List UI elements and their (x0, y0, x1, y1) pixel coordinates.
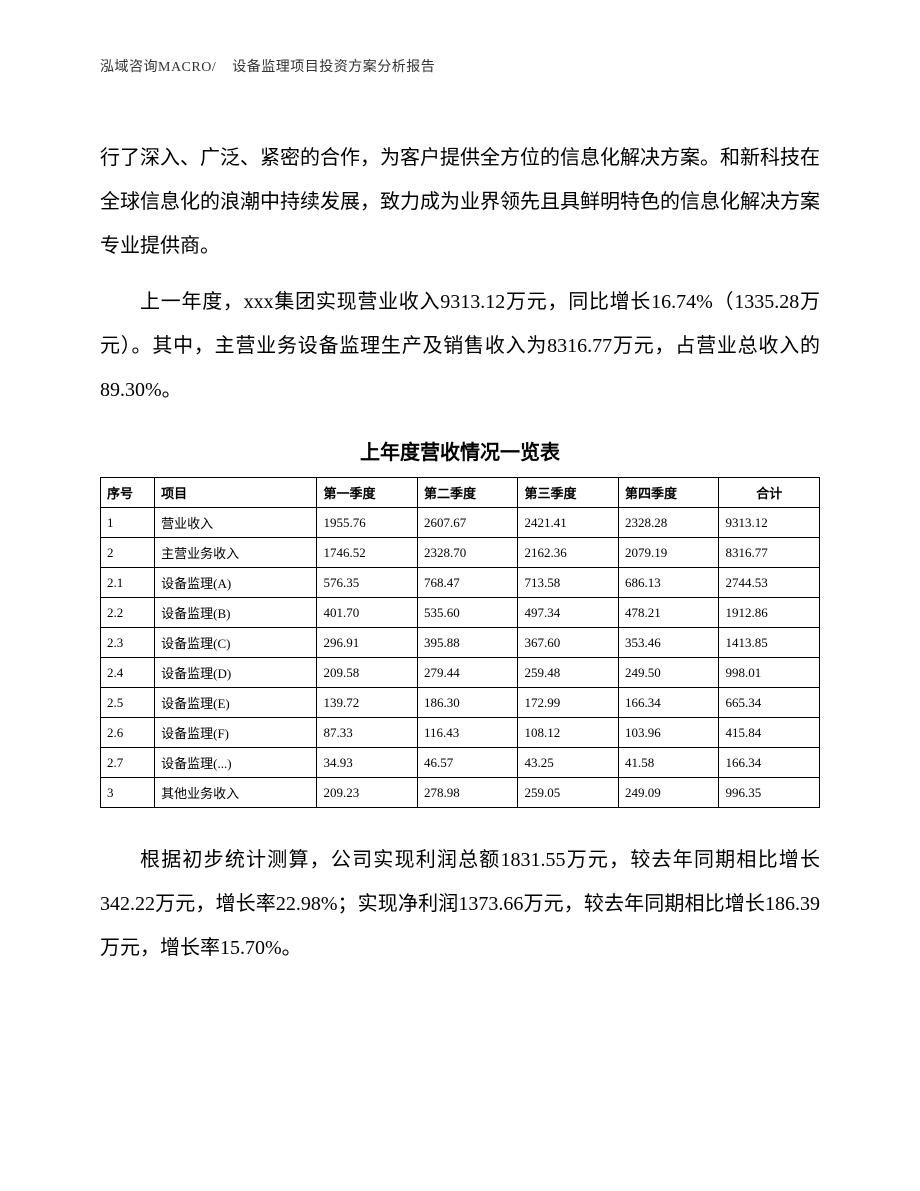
cell-total: 665.34 (719, 688, 820, 718)
cell-total: 1912.86 (719, 598, 820, 628)
cell-total: 8316.77 (719, 538, 820, 568)
table-header-row: 序号 项目 第一季度 第二季度 第三季度 第四季度 合计 (101, 478, 820, 508)
cell-q1: 576.35 (317, 568, 418, 598)
cell-total: 415.84 (719, 718, 820, 748)
cell-q4: 686.13 (618, 568, 719, 598)
cell-index: 2.7 (101, 748, 155, 778)
cell-q3: 2421.41 (518, 508, 619, 538)
cell-q2: 116.43 (417, 718, 518, 748)
cell-q1: 87.33 (317, 718, 418, 748)
paragraph-1: 行了深入、广泛、紧密的合作，为客户提供全方位的信息化解决方案。和新科技在全球信息… (100, 136, 820, 268)
cell-q4: 2328.28 (618, 508, 719, 538)
cell-q3: 497.34 (518, 598, 619, 628)
cell-q4: 2079.19 (618, 538, 719, 568)
table-row: 2.2 设备监理(B) 401.70 535.60 497.34 478.21 … (101, 598, 820, 628)
cell-total: 9313.12 (719, 508, 820, 538)
cell-q2: 395.88 (417, 628, 518, 658)
col-q2: 第二季度 (417, 478, 518, 508)
col-q4: 第四季度 (618, 478, 719, 508)
cell-q4: 103.96 (618, 718, 719, 748)
col-index: 序号 (101, 478, 155, 508)
revenue-table: 序号 项目 第一季度 第二季度 第三季度 第四季度 合计 1 营业收入 1955… (100, 477, 820, 808)
cell-q4: 249.09 (618, 778, 719, 808)
cell-q4: 249.50 (618, 658, 719, 688)
cell-index: 2.1 (101, 568, 155, 598)
cell-q4: 41.58 (618, 748, 719, 778)
table-row: 1 营业收入 1955.76 2607.67 2421.41 2328.28 9… (101, 508, 820, 538)
cell-item: 设备监理(B) (155, 598, 317, 628)
cell-q2: 768.47 (417, 568, 518, 598)
cell-q1: 34.93 (317, 748, 418, 778)
cell-q3: 367.60 (518, 628, 619, 658)
cell-q1: 1955.76 (317, 508, 418, 538)
cell-index: 1 (101, 508, 155, 538)
cell-item: 设备监理(C) (155, 628, 317, 658)
cell-q2: 278.98 (417, 778, 518, 808)
cell-item: 设备监理(E) (155, 688, 317, 718)
table-row: 2.1 设备监理(A) 576.35 768.47 713.58 686.13 … (101, 568, 820, 598)
cell-index: 2.5 (101, 688, 155, 718)
col-total: 合计 (719, 478, 820, 508)
table-row: 2.5 设备监理(E) 139.72 186.30 172.99 166.34 … (101, 688, 820, 718)
cell-item: 主营业务收入 (155, 538, 317, 568)
cell-q3: 2162.36 (518, 538, 619, 568)
table-row: 2.4 设备监理(D) 209.58 279.44 259.48 249.50 … (101, 658, 820, 688)
cell-item: 营业收入 (155, 508, 317, 538)
cell-q3: 108.12 (518, 718, 619, 748)
cell-q2: 2607.67 (417, 508, 518, 538)
cell-q2: 2328.70 (417, 538, 518, 568)
cell-q2: 279.44 (417, 658, 518, 688)
cell-index: 3 (101, 778, 155, 808)
cell-item: 设备监理(A) (155, 568, 317, 598)
col-item: 项目 (155, 478, 317, 508)
paragraph-3: 根据初步统计测算，公司实现利润总额1831.55万元，较去年同期相比增长342.… (100, 838, 820, 970)
cell-q4: 478.21 (618, 598, 719, 628)
table-title: 上年度营收情况一览表 (100, 436, 820, 465)
cell-q1: 1746.52 (317, 538, 418, 568)
header-left: 泓域咨询MACRO/ (100, 60, 216, 75)
cell-item: 设备监理(F) (155, 718, 317, 748)
table-row: 3 其他业务收入 209.23 278.98 259.05 249.09 996… (101, 778, 820, 808)
cell-total: 2744.53 (719, 568, 820, 598)
table-row: 2.3 设备监理(C) 296.91 395.88 367.60 353.46 … (101, 628, 820, 658)
table-row: 2.7 设备监理(...) 34.93 46.57 43.25 41.58 16… (101, 748, 820, 778)
cell-total: 1413.85 (719, 628, 820, 658)
col-q3: 第三季度 (518, 478, 619, 508)
cell-total: 998.01 (719, 658, 820, 688)
cell-index: 2.3 (101, 628, 155, 658)
cell-total: 166.34 (719, 748, 820, 778)
header-right: 设备监理项目投资方案分析报告 (232, 60, 435, 75)
paragraph-2: 上一年度，xxx集团实现营业收入9313.12万元，同比增长16.74%（133… (100, 280, 820, 412)
table-row: 2.6 设备监理(F) 87.33 116.43 108.12 103.96 4… (101, 718, 820, 748)
document-page: 泓域咨询MACRO/ 设备监理项目投资方案分析报告 行了深入、广泛、紧密的合作，… (0, 0, 920, 1191)
cell-q3: 713.58 (518, 568, 619, 598)
cell-index: 2.4 (101, 658, 155, 688)
cell-q3: 259.48 (518, 658, 619, 688)
cell-q1: 296.91 (317, 628, 418, 658)
cell-q4: 166.34 (618, 688, 719, 718)
cell-q1: 139.72 (317, 688, 418, 718)
table-body: 1 营业收入 1955.76 2607.67 2421.41 2328.28 9… (101, 508, 820, 808)
cell-q1: 401.70 (317, 598, 418, 628)
cell-q3: 43.25 (518, 748, 619, 778)
cell-q1: 209.58 (317, 658, 418, 688)
cell-item: 设备监理(D) (155, 658, 317, 688)
cell-q2: 46.57 (417, 748, 518, 778)
cell-item: 其他业务收入 (155, 778, 317, 808)
cell-index: 2.2 (101, 598, 155, 628)
cell-q2: 186.30 (417, 688, 518, 718)
cell-item: 设备监理(...) (155, 748, 317, 778)
cell-q3: 172.99 (518, 688, 619, 718)
cell-total: 996.35 (719, 778, 820, 808)
cell-index: 2.6 (101, 718, 155, 748)
cell-q1: 209.23 (317, 778, 418, 808)
col-q1: 第一季度 (317, 478, 418, 508)
cell-q2: 535.60 (417, 598, 518, 628)
cell-index: 2 (101, 538, 155, 568)
page-header: 泓域咨询MACRO/ 设备监理项目投资方案分析报告 (100, 56, 820, 76)
table-row: 2 主营业务收入 1746.52 2328.70 2162.36 2079.19… (101, 538, 820, 568)
cell-q3: 259.05 (518, 778, 619, 808)
cell-q4: 353.46 (618, 628, 719, 658)
